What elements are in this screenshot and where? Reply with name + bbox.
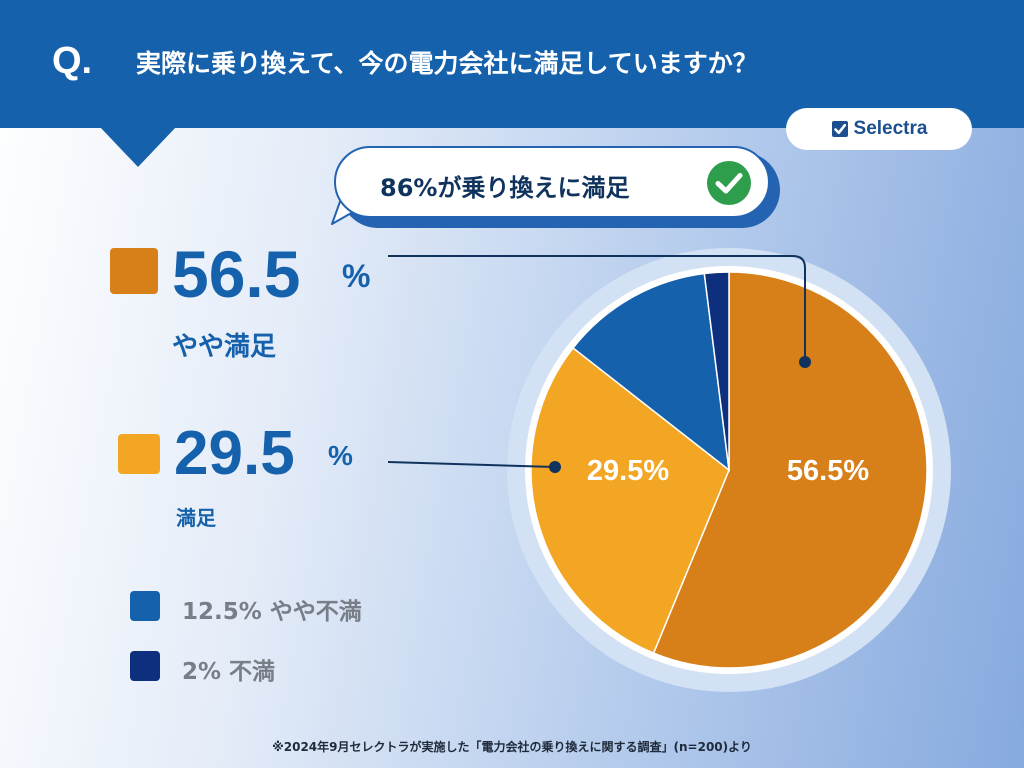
question-title: 実際に乗り換えて、今の電力会社に満足していますか？ [136, 49, 758, 78]
callout-bubble [334, 146, 770, 218]
legend-swatch-slight-dissatisfied [130, 591, 160, 621]
legend-label-satisfied: 満足 [176, 506, 216, 530]
legend-unit-slight-satisfied: % [342, 258, 371, 294]
legend-text-dissatisfied: 2% 不満 [182, 659, 276, 685]
legend-unit-satisfied: % [328, 440, 353, 471]
leader-dot-satisfied [549, 461, 561, 473]
legend-swatch-slight-satisfied [110, 248, 158, 294]
brand-name: Selectra [853, 118, 928, 139]
legend-value-slight-satisfied: 56.5 [172, 237, 301, 311]
pie-slice-satisfied [530, 346, 730, 655]
checkbox-icon [831, 121, 848, 137]
pie-slice-slight-dissatisfied [572, 272, 730, 472]
footnote: ※2024年9月セレクトラが実施した「電力会社の乗り換えに関する調査」(n=20… [272, 740, 752, 754]
check-circle-icon [707, 161, 751, 205]
legend-swatch-satisfied [118, 434, 160, 474]
pie-label-satisfied: 29.5% [587, 455, 669, 487]
header-banner [0, 0, 1024, 128]
legend-swatch-dissatisfied [130, 651, 160, 681]
legend-text-slight-dissatisfied: 12.5% やや不満 [182, 599, 362, 625]
pie-slice-dissatisfied [703, 271, 730, 471]
legend-value-satisfied: 29.5 [174, 419, 295, 488]
pie-label-slight-satisfied: 56.5% [787, 455, 869, 487]
brand-badge: Selectra [786, 108, 972, 150]
leader-line-satisfied [387, 461, 556, 468]
header-pointer [100, 127, 176, 167]
pie-slice-slight-satisfied [652, 271, 928, 669]
question-mark-label: Q. [52, 40, 93, 82]
leader-line-slight-satisfied [388, 255, 806, 362]
legend-label-slight-satisfied: やや満足 [172, 332, 277, 362]
callout-text: 86%が乗り換えに満足 [380, 174, 630, 202]
leader-dot-slight-satisfied [799, 356, 811, 368]
